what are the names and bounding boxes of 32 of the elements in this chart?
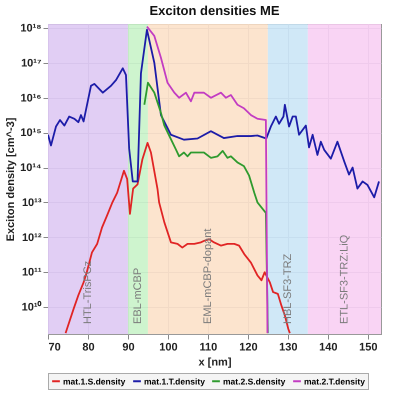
band-label: EBL-mCBP — [132, 268, 144, 324]
y-tick-label: 10¹⁰ — [22, 300, 42, 314]
x-tick-label: 140 — [319, 342, 338, 354]
line-series — [64, 142, 291, 334]
legend-label: mat.2.S.density — [223, 376, 286, 386]
legend-label: mat.2.T.density — [304, 376, 366, 386]
y-tick-label: 10¹⁵ — [20, 127, 42, 140]
band-label: HTL-TrisPCz — [82, 260, 94, 324]
legend-label: mat.1.T.density — [144, 376, 206, 386]
band-label: ETL-SF3-TRZ:LiQ — [338, 234, 350, 324]
y-axis-title: Exciton density [cm^-3] — [5, 117, 18, 242]
x-tick-label: 100 — [159, 342, 178, 354]
x-tick-label: 80 — [82, 342, 95, 354]
x-tick-label: 120 — [239, 342, 258, 354]
y-tick-label: 10¹² — [22, 232, 42, 244]
x-tick-label: 130 — [279, 342, 298, 354]
y-tick-label: 10¹⁶ — [20, 92, 42, 104]
band-label: EML-mCBP-dopant — [202, 228, 214, 324]
x-tick-label: 150 — [359, 342, 378, 354]
y-tick-label: 10¹⁷ — [21, 57, 42, 70]
y-tick-label: 10¹³ — [22, 196, 42, 209]
chart-title: Exciton densities ME — [149, 2, 280, 18]
x-tick-label: 110 — [200, 342, 218, 354]
legend-label: mat.1.S.density — [63, 376, 126, 386]
band-label: HBL-SF3-TRZ — [282, 253, 294, 324]
x-tick-label: 70 — [48, 342, 61, 354]
y-tick-label: 10¹⁸ — [20, 22, 42, 34]
x-tick-label: 90 — [122, 342, 135, 354]
line-series — [48, 28, 380, 198]
x-axis-title: x [nm] — [198, 356, 232, 368]
y-tick-label: 10¹⁴ — [20, 162, 42, 174]
y-tick-label: 10¹¹ — [22, 266, 42, 279]
